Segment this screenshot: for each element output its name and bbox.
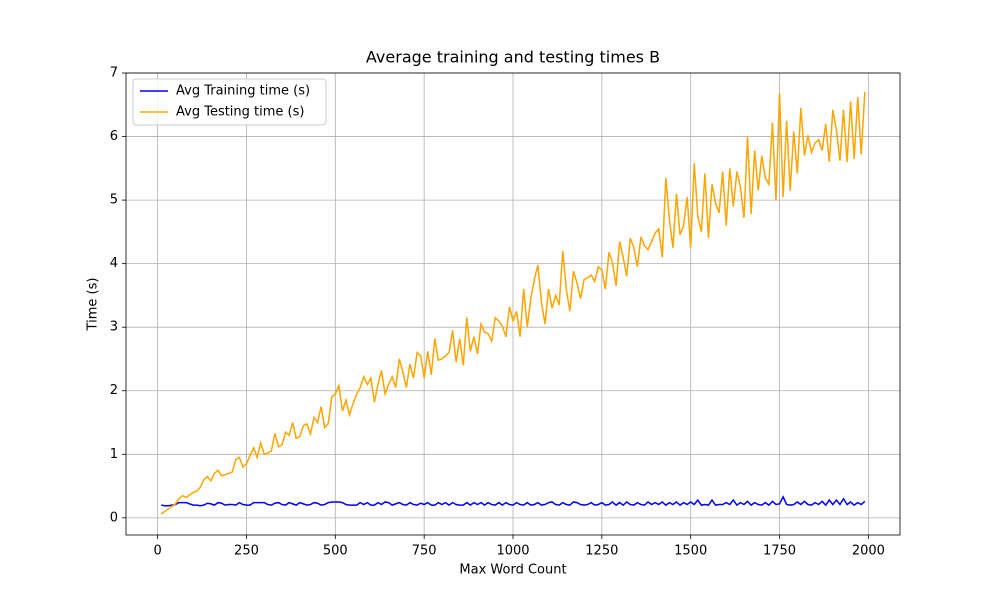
y-axis-label: Time (s)	[86, 278, 101, 332]
x-tick-label: 750	[412, 544, 437, 559]
x-tick-label: 1750	[763, 544, 796, 559]
x-tick-label: 1250	[585, 544, 618, 559]
y-tick-label: 5	[110, 193, 118, 208]
chart-title: Average training and testing times B	[366, 48, 660, 67]
legend-box	[132, 78, 327, 126]
y-tick-label: 1	[110, 447, 118, 462]
x-axis-label: Max Word Count	[459, 563, 566, 578]
data-line	[160, 92, 866, 515]
x-tick-label: 0	[153, 544, 161, 559]
legend-label: Avg Training time (s)	[176, 84, 310, 99]
x-tick-label: 1000	[496, 544, 529, 559]
y-tick-label: 6	[110, 129, 118, 144]
x-tick-label: 500	[323, 544, 348, 559]
y-tick-label: 0	[110, 510, 118, 525]
y-tick-label: 4	[110, 256, 118, 271]
plot-frame	[125, 72, 901, 536]
y-tick-label: 7	[110, 66, 118, 81]
x-tick-label: 2000	[852, 544, 885, 559]
data-line	[161, 495, 866, 507]
x-tick-label: 250	[234, 544, 259, 559]
y-tick-label: 2	[110, 383, 118, 398]
x-tick-label: 1500	[674, 544, 707, 559]
y-tick-label: 3	[110, 320, 118, 335]
legend-label: Avg Testing time (s)	[176, 105, 304, 120]
